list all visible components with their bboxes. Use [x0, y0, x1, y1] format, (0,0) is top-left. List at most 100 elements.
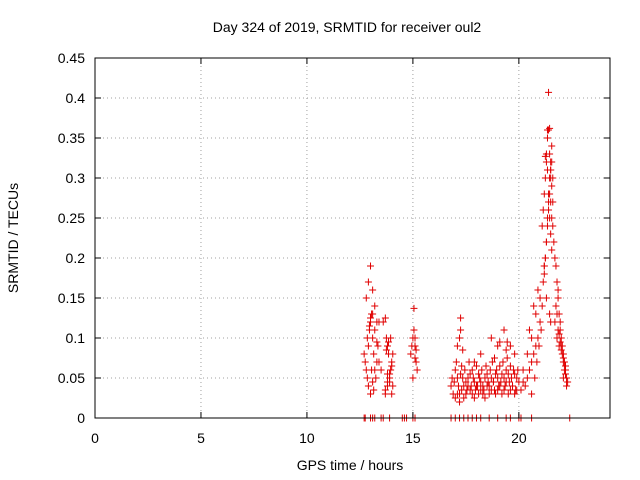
data-point: [504, 370, 512, 378]
data-point: [413, 366, 421, 374]
data-point: [494, 386, 502, 394]
data-point: [470, 358, 478, 366]
data-point: [385, 338, 393, 346]
data-point: [461, 366, 469, 374]
data-point: [453, 390, 461, 398]
data-point: [487, 374, 495, 382]
data-point: [361, 358, 369, 366]
data-point: [536, 318, 544, 326]
data-point: [548, 214, 556, 222]
data-point: [498, 370, 506, 378]
data-point: [539, 278, 547, 286]
data-point: [470, 378, 478, 386]
data-point: [462, 390, 470, 398]
data-point: [375, 358, 383, 366]
data-point: [500, 386, 508, 394]
data-point: [459, 346, 467, 354]
data-point: [533, 358, 541, 366]
data-point: [535, 342, 543, 350]
data-point: [559, 358, 567, 366]
data-point: [563, 382, 571, 390]
data-point: [523, 374, 531, 382]
data-point: [545, 88, 553, 96]
data-point: [525, 326, 533, 334]
data-point: [487, 386, 495, 394]
data-point: [370, 350, 378, 358]
data-point: [456, 398, 464, 406]
data-point: [502, 378, 510, 386]
data-point: [556, 318, 564, 326]
data-point: [451, 394, 459, 402]
data-point: [550, 238, 558, 246]
grid-lines: [95, 58, 610, 418]
data-point: [387, 366, 395, 374]
data-point: [371, 302, 379, 310]
data-point: [547, 158, 555, 166]
data-point: [546, 190, 554, 198]
data-point: [368, 366, 376, 374]
data-point: [548, 246, 556, 254]
data-point: [556, 338, 564, 346]
y-tick-label: 0.35: [58, 130, 85, 146]
data-point: [481, 394, 489, 402]
data-point: [456, 334, 464, 342]
data-point: [525, 366, 533, 374]
data-point: [502, 366, 510, 374]
data-point: [475, 370, 483, 378]
y-axis-label: SRMTID / TECUs: [5, 183, 21, 293]
data-point: [410, 326, 418, 334]
data-point: [479, 390, 487, 398]
data-point: [557, 342, 565, 350]
y-tick-label: 0.15: [58, 290, 85, 306]
plot-frame: [94, 57, 611, 419]
data-point: [477, 386, 485, 394]
data-point: [367, 262, 375, 270]
data-point: [388, 390, 396, 398]
data-point: [519, 366, 527, 374]
data-point: [552, 302, 560, 310]
data-point: [564, 378, 572, 386]
data-point: [450, 378, 458, 386]
data-point: [387, 334, 395, 342]
data-point: [553, 310, 561, 318]
data-point: [363, 374, 371, 382]
chart-title: Day 324 of 2019, SRMTID for receiver oul…: [213, 19, 482, 35]
data-point: [411, 342, 419, 350]
data-point: [483, 370, 491, 378]
data-point: [534, 334, 542, 342]
data-point: [513, 374, 521, 382]
data-point: [383, 382, 391, 390]
data-point: [541, 152, 549, 160]
data-point: [412, 346, 420, 354]
data-point: [407, 350, 415, 358]
data-point: [381, 386, 389, 394]
data-point: [411, 334, 419, 342]
data-point: [452, 358, 460, 366]
data-point: [541, 254, 549, 262]
data-point: [506, 342, 514, 350]
y-tick-label: 0.05: [58, 370, 85, 386]
data-point: [531, 374, 539, 382]
data-point: [542, 238, 550, 246]
data-point: [496, 362, 504, 370]
data-point: [554, 286, 562, 294]
data-point: [464, 382, 472, 390]
data-point: [477, 350, 485, 358]
data-point: [460, 394, 468, 402]
data-point: [478, 366, 486, 374]
data-point: [536, 294, 544, 302]
data-point: [483, 382, 491, 390]
data-point: [381, 314, 389, 322]
data-point: [453, 342, 461, 350]
data-point: [488, 358, 496, 366]
data-point: [377, 366, 385, 374]
data-point: [364, 278, 372, 286]
y-tick-label: 0.45: [58, 50, 85, 66]
data-point: [546, 150, 554, 158]
data-point: [553, 278, 561, 286]
y-tick-label: 0.25: [58, 210, 85, 226]
data-point: [360, 350, 368, 358]
data-point: [528, 390, 536, 398]
data-point: [560, 366, 568, 374]
data-point: [549, 174, 557, 182]
